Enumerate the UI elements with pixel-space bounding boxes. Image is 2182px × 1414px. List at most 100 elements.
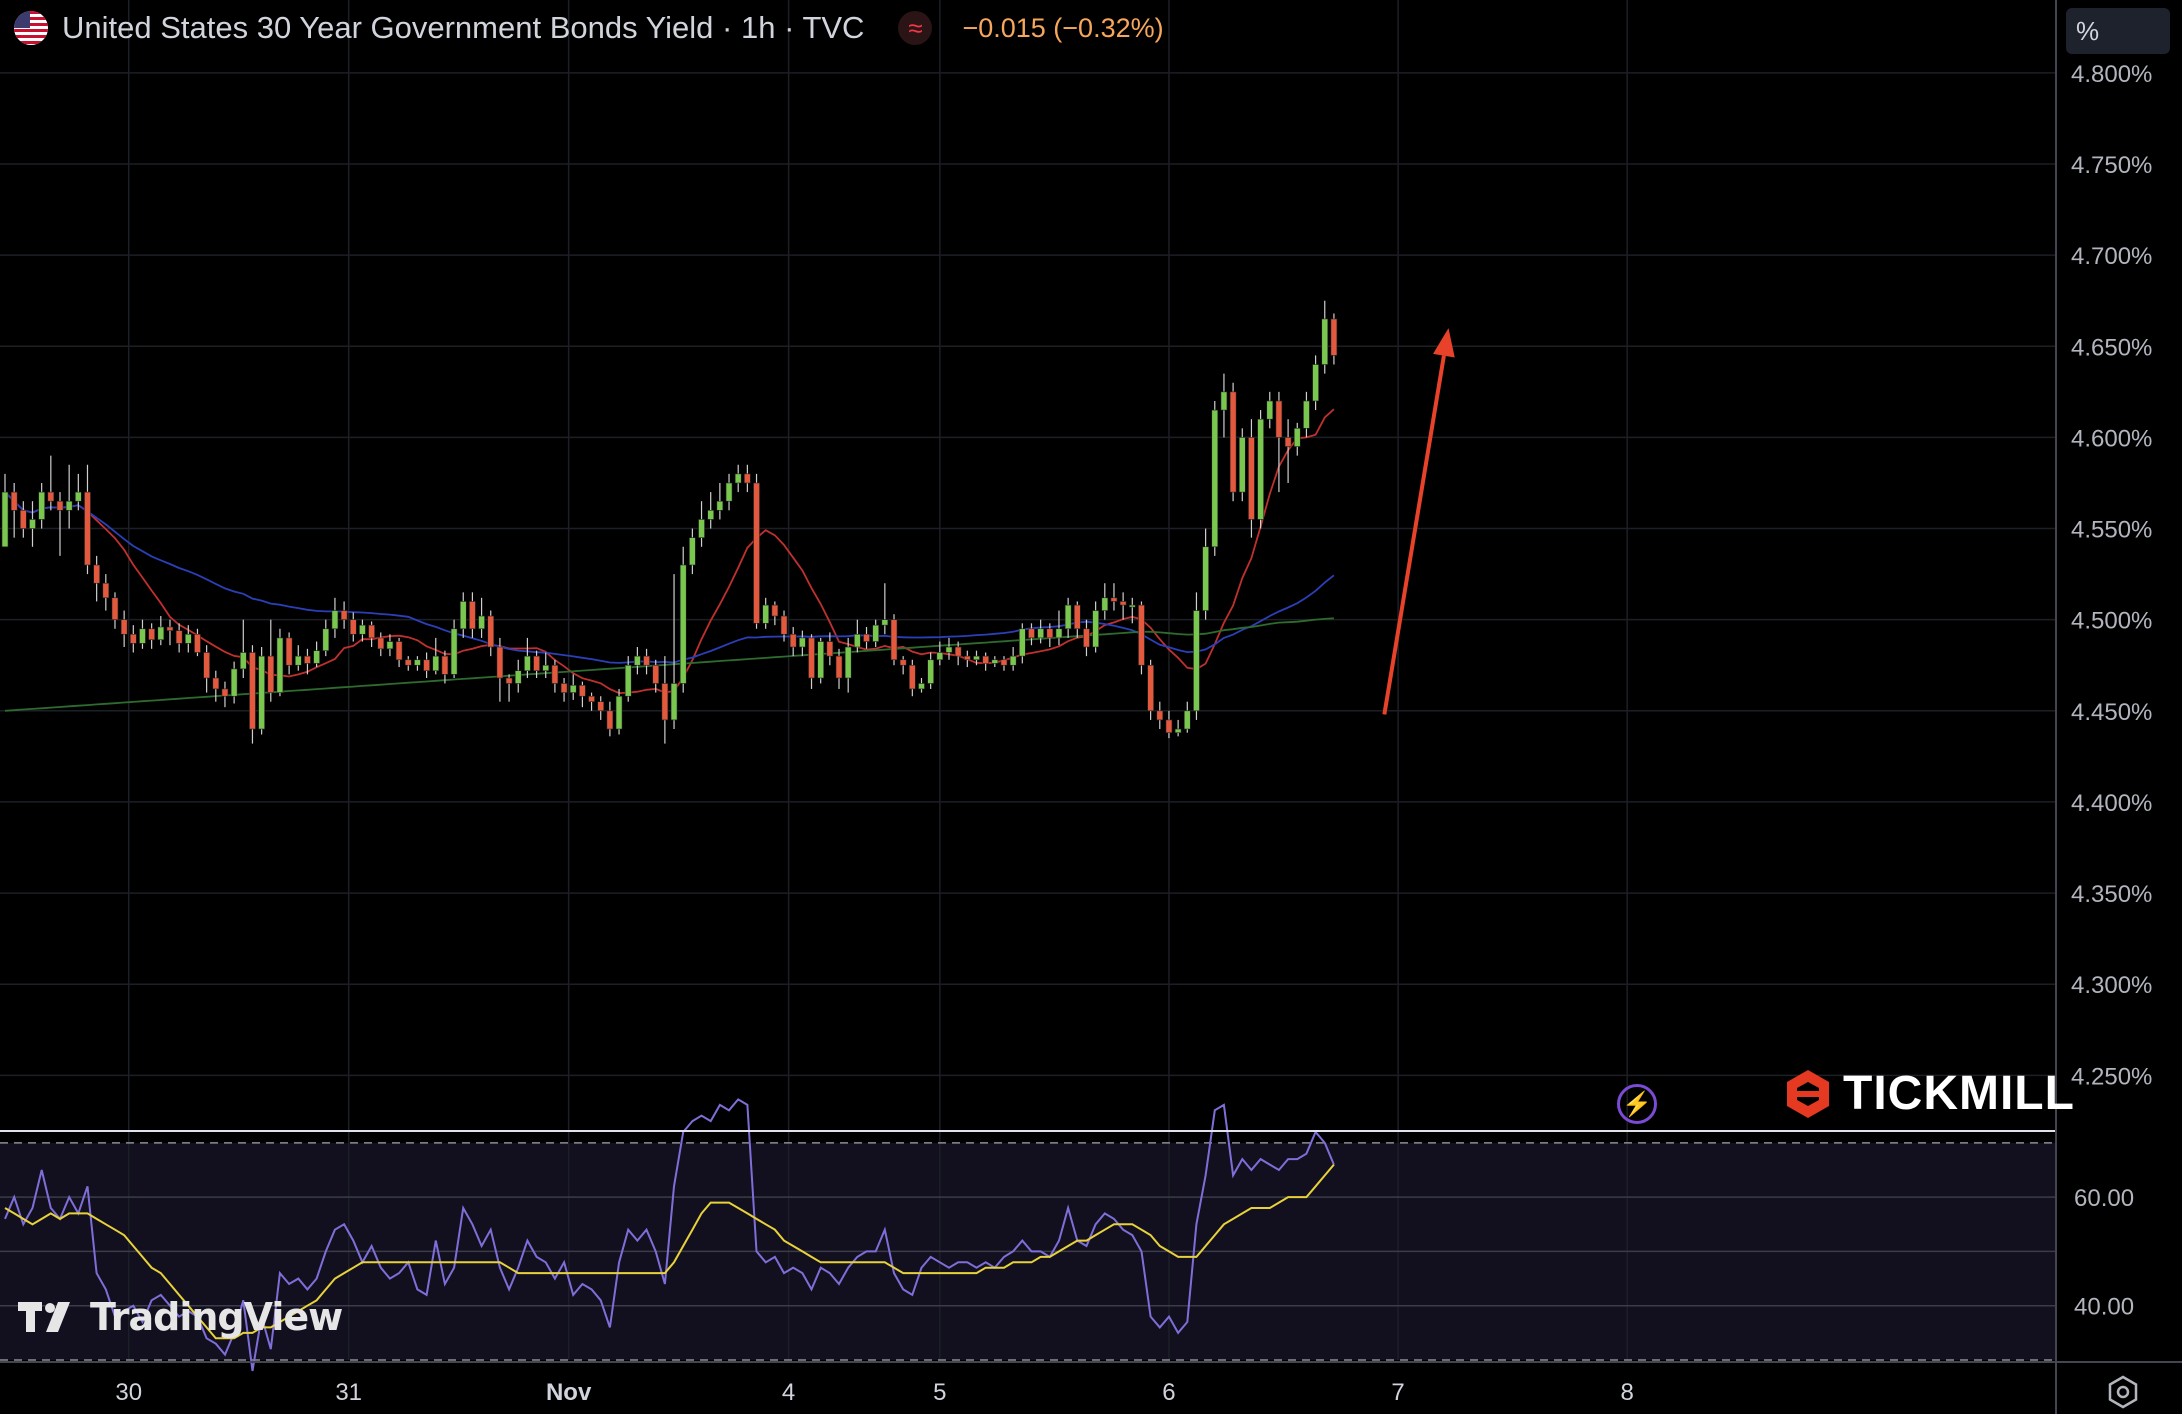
candle [1183, 701, 1191, 733]
candle [1074, 601, 1081, 638]
candle [239, 619, 247, 678]
candle [469, 592, 476, 638]
candle [771, 601, 779, 626]
candle [1092, 601, 1099, 653]
candle [1174, 719, 1182, 737]
trend-arrow [1382, 328, 1455, 715]
candle [854, 619, 861, 653]
candle [1, 473, 9, 548]
candle [20, 501, 27, 538]
candle [258, 647, 265, 735]
candle [817, 637, 824, 684]
candle [359, 619, 366, 642]
candle [29, 501, 36, 547]
candle [331, 597, 339, 638]
candle [890, 614, 898, 666]
candle [780, 610, 788, 642]
candle [441, 650, 449, 684]
price-tick-label: 4.500% [2071, 608, 2152, 635]
price-tick-label: 4.800% [2071, 61, 2152, 88]
candle [84, 464, 91, 575]
candle [844, 637, 852, 693]
candle [459, 592, 467, 638]
price-tick-label: 4.700% [2071, 243, 2152, 270]
candle [918, 678, 925, 693]
candle [551, 659, 559, 693]
candle [762, 597, 769, 629]
candle [249, 645, 256, 744]
candle [1119, 592, 1127, 620]
time-tick-label: Nov [546, 1379, 592, 1406]
candle [157, 616, 165, 646]
rsi-ma-line [4, 1163, 1335, 1340]
candle [542, 652, 550, 678]
candle [404, 656, 412, 671]
candle [75, 473, 82, 511]
candle [1238, 428, 1246, 502]
price-tick-label: 4.250% [2071, 1063, 2152, 1090]
candle [1009, 647, 1017, 671]
price-tick-label: 4.300% [2071, 972, 2152, 999]
time-tick-label: 31 [335, 1379, 362, 1406]
candle [185, 625, 192, 653]
candle [945, 637, 953, 660]
price-tick-label: 4.400% [2071, 790, 2152, 817]
approx-icon[interactable]: ≈ [898, 11, 933, 45]
candle [624, 656, 632, 702]
candle [514, 659, 522, 693]
candle [716, 482, 724, 520]
candle [166, 619, 174, 646]
time-tick-label: 6 [1162, 1379, 1175, 1406]
candle [1128, 597, 1136, 624]
candle [1046, 623, 1054, 648]
candle [1321, 300, 1329, 374]
candle [698, 501, 705, 547]
candle [194, 628, 201, 657]
candle [423, 652, 430, 678]
settings-gear-icon[interactable] [2105, 1374, 2141, 1410]
candle [276, 628, 284, 697]
candle [973, 650, 980, 666]
candle [1312, 355, 1319, 411]
candle [1147, 659, 1154, 720]
tradingview-logo[interactable]: TradingView [18, 1295, 343, 1339]
candle [725, 473, 733, 511]
candle [964, 650, 971, 668]
candle [744, 464, 751, 493]
candle [1083, 619, 1090, 657]
candle [1028, 623, 1035, 646]
candle [139, 619, 146, 649]
candle [579, 681, 586, 708]
price-axis-labels: 4.800% 4.750% 4.700% 4.650% 4.600% 4.550% 4.50… [2071, 61, 2152, 1090]
candle [1138, 601, 1145, 675]
time-tick-label: 7 [1391, 1379, 1404, 1406]
candle [1266, 391, 1274, 429]
tickmill-logo: TICKMILL [1785, 1066, 2075, 1121]
candle [505, 674, 513, 702]
symbol-header[interactable]: United States 30 Year Government Bonds Y… [14, 10, 1164, 46]
price-unit-selector[interactable]: % [2066, 8, 2170, 54]
time-tick-label: 5 [933, 1379, 946, 1406]
candle [982, 652, 989, 671]
candle [395, 637, 403, 668]
candle [753, 473, 760, 629]
rsi-tick-label: 40.00 [2074, 1294, 2134, 1321]
price-tick-label: 4.450% [2071, 699, 2152, 726]
candle [789, 626, 797, 657]
candle [1193, 592, 1200, 720]
candle [203, 645, 210, 693]
candle [835, 648, 843, 689]
lightning-icon[interactable]: ⚡ [1617, 1084, 1657, 1124]
rsi-pane [0, 1098, 2055, 1372]
symbol-title[interactable]: United States 30 Year Government Bonds Y… [62, 10, 865, 45]
candle [1248, 419, 1255, 538]
candle [478, 597, 485, 638]
candle [1330, 313, 1338, 365]
candle [734, 464, 742, 493]
candle [991, 656, 999, 668]
candle [1037, 619, 1044, 644]
tradingview-icon [18, 1302, 70, 1332]
candle [560, 678, 568, 702]
candle [313, 641, 320, 668]
arrow-shaft [1382, 355, 1446, 715]
